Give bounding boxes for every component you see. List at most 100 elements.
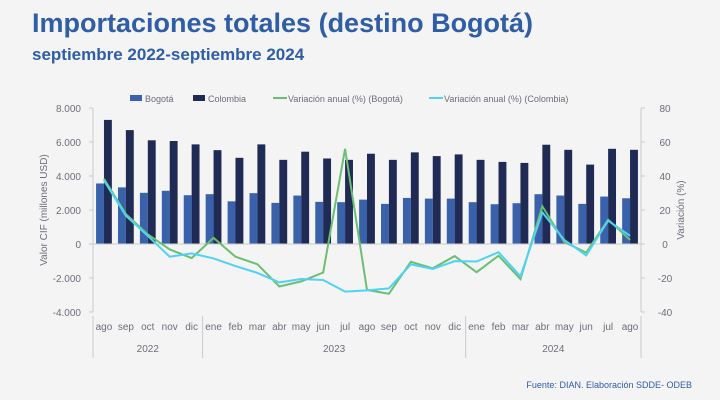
bar-colombia: [279, 159, 288, 244]
x-tick-label: mar: [512, 322, 530, 333]
bar-colombia: [301, 151, 310, 244]
bar-colombia: [476, 159, 485, 244]
x-tick-label: jun: [579, 322, 593, 333]
bar-bogotá: [512, 203, 521, 244]
y-right-tick-label: -20: [658, 274, 673, 285]
bar-bogotá: [381, 203, 389, 244]
x-tick-label: oct: [141, 322, 155, 333]
bar-colombia: [345, 159, 353, 244]
bar-colombia: [454, 154, 463, 244]
bar-bogotá: [96, 183, 104, 244]
y-right-tick-label: 80: [659, 104, 671, 115]
y-tick-label: 2.000: [56, 206, 81, 217]
x-tick-label: feb: [229, 322, 243, 333]
bar-bogotá: [337, 202, 346, 244]
bar-colombia: [498, 161, 507, 244]
y-tick-label: 4.000: [56, 172, 81, 183]
bar-colombia: [257, 144, 266, 244]
bar-colombia: [367, 153, 375, 244]
x-tick-label: may: [555, 322, 574, 333]
x-tick-label: ago: [622, 322, 639, 333]
bar-bogotá: [315, 201, 324, 244]
y-right-tick-label: -40: [658, 308, 673, 319]
x-tick-label: mar: [249, 322, 267, 333]
x-tick-label: dic: [185, 322, 198, 333]
bar-bogotá: [183, 195, 192, 244]
bar-colombia: [410, 152, 419, 244]
x-tick-label: ene: [468, 322, 485, 333]
legend-label: Variación anual (%) (Bogotá): [288, 94, 403, 104]
y-right-tick-label: 0: [662, 240, 668, 251]
x-tick-label: abr: [535, 322, 550, 333]
legend-swatch: [130, 95, 142, 101]
x-tick-label: jun: [315, 322, 329, 333]
y-right-axis-label: Variación (%): [676, 180, 687, 239]
year-label: 2023: [323, 344, 346, 355]
bar-colombia: [125, 130, 134, 244]
y-tick-label: -4.000: [53, 308, 82, 319]
bar-bogotá: [468, 202, 477, 244]
year-label: 2024: [542, 344, 565, 355]
x-tick-label: nov: [162, 322, 178, 333]
bar-bogotá: [293, 195, 302, 244]
x-tick-label: nov: [425, 322, 441, 333]
y-right-tick-label: 20: [659, 206, 671, 217]
x-tick-label: ene: [205, 322, 222, 333]
y-right-tick-label: 40: [659, 172, 671, 183]
bar-bogotá: [205, 194, 214, 244]
y-tick-label: 8.000: [56, 104, 81, 115]
y-tick-label: -2.000: [53, 274, 82, 285]
bar-bogotá: [424, 198, 433, 244]
bar-bogotá: [402, 197, 411, 244]
bar-colombia: [147, 140, 156, 244]
chart-title: Importaciones totales (destino Bogotá): [32, 8, 534, 38]
bar-colombia: [235, 157, 244, 244]
bar-colombia: [432, 156, 441, 244]
chart-subtitle: septiembre 2022-septiembre 2024: [32, 45, 305, 64]
legend-label: Colombia: [208, 94, 246, 104]
x-tick-label: sep: [118, 322, 135, 333]
y-axis-label: Valor CIF (millones USD): [39, 154, 50, 266]
bar-bogotá: [446, 198, 455, 244]
bar-colombia: [520, 162, 529, 244]
bar-bogotá: [359, 199, 367, 244]
x-tick-label: feb: [492, 322, 506, 333]
bar-colombia: [191, 144, 200, 244]
bar-colombia: [586, 164, 595, 244]
bar-bogotá: [490, 204, 499, 244]
legend-swatch: [193, 95, 205, 101]
x-tick-label: dic: [448, 322, 461, 333]
bar-colombia: [169, 140, 178, 244]
bar-bogotá: [161, 190, 170, 244]
bar-bogotá: [117, 187, 126, 244]
bar-colombia: [103, 119, 112, 244]
year-label: 2022: [137, 344, 160, 355]
x-tick-label: sep: [381, 322, 398, 333]
bar-bogotá: [556, 195, 565, 244]
y-tick-label: 6.000: [56, 138, 81, 149]
bar-bogotá: [249, 193, 258, 244]
x-tick-label: abr: [272, 322, 287, 333]
x-tick-label: jul: [339, 322, 350, 333]
bar-bogotá: [271, 202, 280, 244]
x-tick-label: ago: [359, 322, 376, 333]
source-note: Fuente: DIAN. Elaboración SDDE- ODEB: [526, 380, 692, 390]
bar-colombia: [542, 144, 551, 244]
bar-colombia: [608, 148, 617, 244]
bar-bogotá: [600, 196, 609, 244]
x-tick-label: oct: [404, 322, 418, 333]
bar-colombia: [630, 149, 638, 244]
bar-colombia: [564, 149, 573, 244]
bar-bogotá: [139, 192, 148, 244]
legend-label: Variación anual (%) (Colombia): [444, 94, 568, 104]
y-tick-label: 0: [75, 240, 81, 251]
legend-label: Bogotá: [145, 94, 174, 104]
y-right-tick-label: 60: [659, 138, 671, 149]
bar-colombia: [323, 158, 332, 244]
x-tick-label: ago: [96, 322, 113, 333]
bar-bogotá: [227, 201, 236, 244]
bar-colombia: [388, 159, 397, 244]
bar-bogotá: [622, 198, 631, 244]
x-tick-label: may: [292, 322, 311, 333]
